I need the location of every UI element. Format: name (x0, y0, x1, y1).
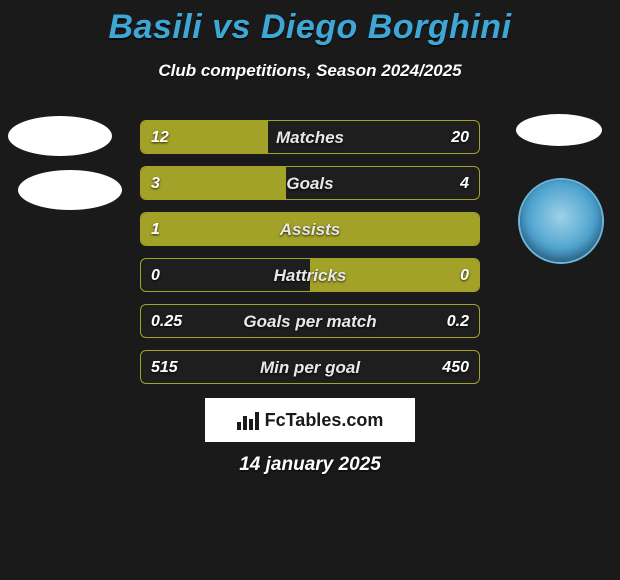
date-label: 14 january 2025 (0, 454, 620, 476)
stat-row: 0Hattricks0 (140, 258, 480, 292)
stat-row: 1Assists (140, 212, 480, 246)
stat-label: Matches (141, 121, 479, 154)
stat-value-right: 0.2 (447, 305, 469, 338)
player2-avatar (516, 114, 602, 146)
stat-label: Hattricks (141, 259, 479, 292)
stat-row: 515Min per goal450 (140, 350, 480, 384)
stat-row: 12Matches20 (140, 120, 480, 154)
stat-value-right: 0 (460, 259, 469, 292)
page-title: Basili vs Diego Borghini (0, 0, 620, 47)
bar-chart-icon (237, 410, 259, 430)
stat-row: 0.25Goals per match0.2 (140, 304, 480, 338)
stat-value-right: 450 (442, 351, 469, 384)
brand-text: FcTables.com (265, 410, 384, 431)
brand-logo: FcTables.com (205, 398, 415, 442)
player1-club-avatar (18, 170, 122, 210)
stats-comparison: 12Matches20 3Goals4 1Assists 0Hattricks0 0.2… (140, 120, 480, 396)
stat-row: 3Goals4 (140, 166, 480, 200)
stat-label: Goals (141, 167, 479, 200)
stat-label: Min per goal (141, 351, 479, 384)
subtitle: Club competitions, Season 2024/2025 (0, 61, 620, 81)
stat-label: Assists (141, 213, 479, 246)
stat-value-right: 4 (460, 167, 469, 200)
player1-avatar (8, 116, 112, 156)
stat-label: Goals per match (141, 305, 479, 338)
player2-club-badge (520, 180, 602, 262)
stat-value-right: 20 (451, 121, 469, 154)
